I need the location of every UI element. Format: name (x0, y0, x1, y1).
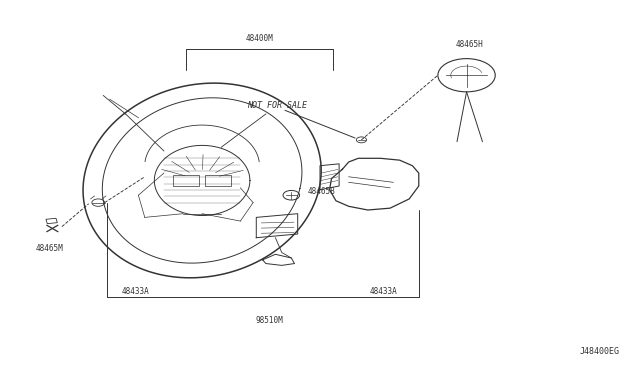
Circle shape (356, 137, 367, 143)
Text: 48400M: 48400M (246, 34, 273, 43)
Text: 98510M: 98510M (255, 316, 283, 325)
Text: J48400EG: J48400EG (579, 347, 620, 356)
Circle shape (283, 190, 300, 200)
Text: 48465M: 48465M (35, 244, 63, 253)
Bar (46, 218, 58, 224)
Text: NOT FOR SALE: NOT FOR SALE (246, 101, 307, 110)
Bar (173, 175, 199, 186)
Text: 48433A: 48433A (370, 287, 397, 296)
Text: 48465B: 48465B (307, 187, 335, 196)
Bar (205, 175, 231, 186)
Text: 48465H: 48465H (456, 41, 484, 49)
Text: 48433A: 48433A (122, 287, 149, 296)
